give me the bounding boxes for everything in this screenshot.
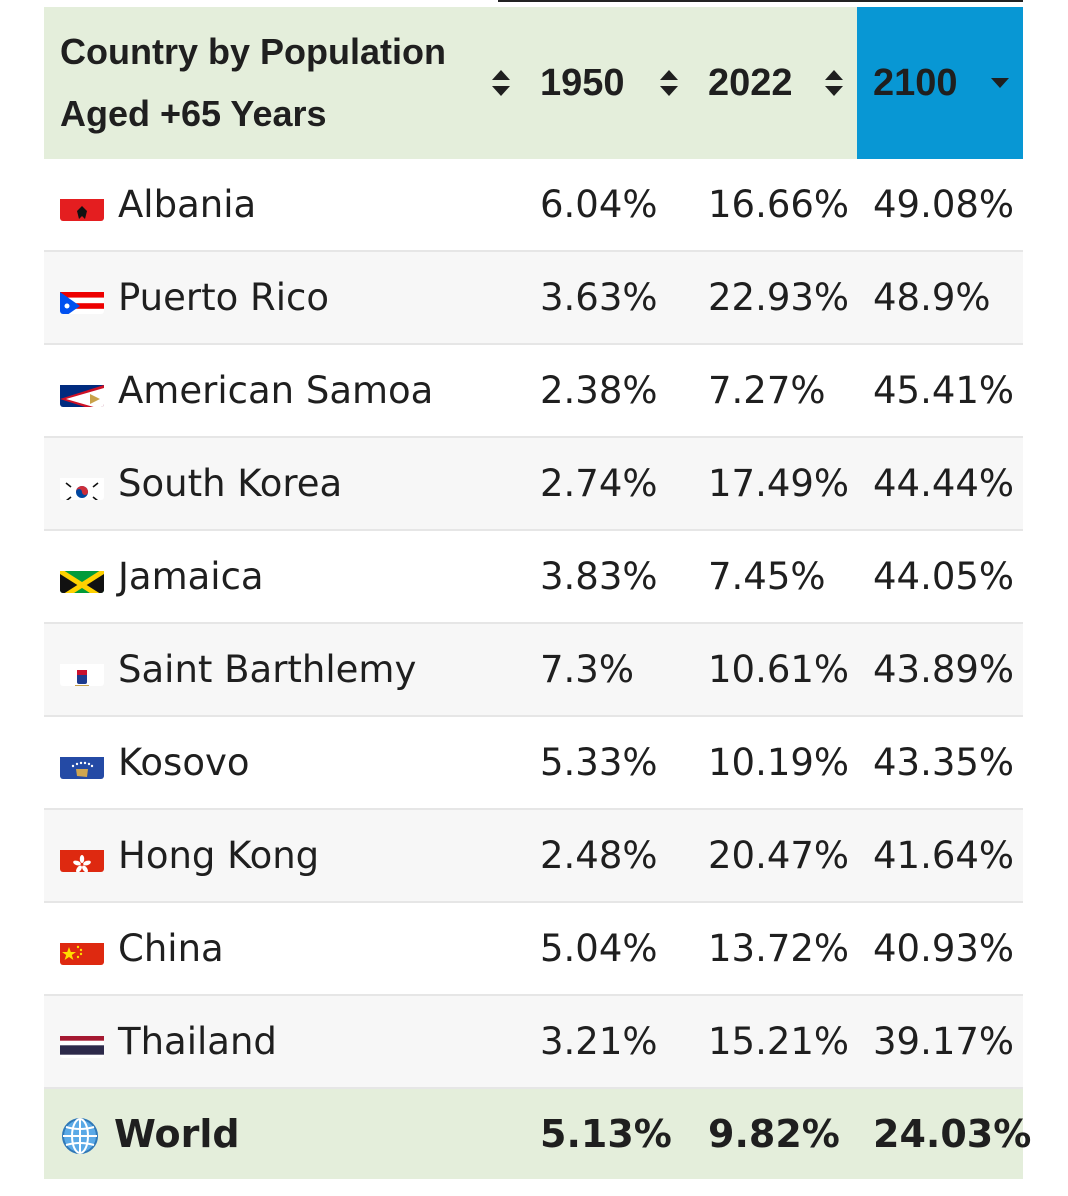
table-row: Kosovo 5.33% 10.19% 43.35% xyxy=(44,716,1023,810)
year-1950-column-header[interactable]: 1950 xyxy=(524,7,692,159)
value-1950: 2.74% xyxy=(524,437,692,531)
table-row: Puerto Rico 3.63% 22.93% 48.9% xyxy=(44,251,1023,345)
value-1950: 5.33% xyxy=(524,716,692,810)
albania-flag-icon xyxy=(60,193,104,221)
value-1950: 7.3% xyxy=(524,623,692,717)
world-total-row: World 5.13% 9.82% 24.03% xyxy=(44,1088,1031,1179)
table-row: Saint Barthlemy 7.3% 10.61% 43.89% xyxy=(44,623,1023,717)
value-2022: 20.47% xyxy=(692,809,857,903)
value-2100: 44.05% xyxy=(857,530,1023,624)
country-header-line1: Country by Population xyxy=(60,31,446,72)
country-name: Hong Kong xyxy=(118,834,320,877)
world-label: World xyxy=(114,1111,240,1156)
value-2100: 43.35% xyxy=(857,716,1023,810)
value-2100: 49.08% xyxy=(857,159,1023,252)
table-row: Hong Kong 2.48% 20.47% 41.64% xyxy=(44,809,1023,903)
hong-kong-flag-icon xyxy=(60,844,104,872)
sort-both-icon[interactable] xyxy=(490,68,512,98)
sort-both-icon[interactable] xyxy=(823,68,845,98)
year-2022-header-label: 2022 xyxy=(708,61,793,104)
population-table: Country by Population Aged +65 Years 195… xyxy=(44,7,1031,1179)
year-2100-column-header[interactable]: 2100 xyxy=(857,7,1023,159)
value-1950: 3.21% xyxy=(524,995,692,1089)
country-name: South Korea xyxy=(118,462,343,505)
value-2100: 39.17% xyxy=(857,995,1023,1089)
country-header-line2: Aged +65 Years xyxy=(60,93,327,134)
value-2022: 7.27% xyxy=(692,344,857,438)
world-2100-value: 24.03% xyxy=(857,1088,1031,1179)
south-korea-flag-icon xyxy=(60,472,104,500)
globe-icon xyxy=(62,1118,98,1155)
jamaica-flag-icon xyxy=(60,565,104,593)
country-name: American Samoa xyxy=(118,369,434,412)
value-1950: 3.63% xyxy=(524,251,692,345)
value-2022: 17.49% xyxy=(692,437,857,531)
year-1950-header-label: 1950 xyxy=(540,61,625,104)
value-1950: 2.48% xyxy=(524,809,692,903)
table-row: Albania 6.04% 16.66% 49.08% xyxy=(44,159,1023,252)
value-2022: 16.66% xyxy=(692,159,857,252)
year-2022-column-header[interactable]: 2022 xyxy=(692,7,857,159)
value-2022: 10.61% xyxy=(692,623,857,717)
top-divider xyxy=(498,0,1023,2)
value-2022: 22.93% xyxy=(692,251,857,345)
china-flag-icon xyxy=(60,937,104,965)
table-row: Thailand 3.21% 15.21% 39.17% xyxy=(44,995,1023,1089)
table-row: China 5.04% 13.72% 40.93% xyxy=(44,902,1023,996)
country-name: Puerto Rico xyxy=(118,276,329,319)
country-name: Thailand xyxy=(118,1020,277,1063)
puerto-rico-flag-icon xyxy=(60,286,104,314)
country-name: Kosovo xyxy=(118,741,250,784)
table-row: South Korea 2.74% 17.49% 44.44% xyxy=(44,437,1023,531)
world-2022-value: 9.82% xyxy=(692,1088,857,1179)
value-2022: 7.45% xyxy=(692,530,857,624)
sort-both-icon[interactable] xyxy=(658,68,680,98)
value-2100: 41.64% xyxy=(857,809,1023,903)
year-2100-header-label: 2100 xyxy=(873,61,958,104)
value-2022: 13.72% xyxy=(692,902,857,996)
value-1950: 6.04% xyxy=(524,159,692,252)
value-2100: 48.9% xyxy=(857,251,1023,345)
country-column-header[interactable]: Country by Population Aged +65 Years xyxy=(44,7,524,159)
value-2022: 10.19% xyxy=(692,716,857,810)
country-name: China xyxy=(118,927,224,970)
value-2022: 15.21% xyxy=(692,995,857,1089)
table-row: American Samoa 2.38% 7.27% 45.41% xyxy=(44,344,1023,438)
sort-descending-icon[interactable] xyxy=(989,76,1011,90)
world-1950-value: 5.13% xyxy=(524,1088,692,1179)
country-name: Jamaica xyxy=(118,555,264,598)
value-2100: 40.93% xyxy=(857,902,1023,996)
country-name: Albania xyxy=(118,183,257,226)
kosovo-flag-icon xyxy=(60,751,104,779)
country-name: Saint Barthlemy xyxy=(118,648,417,691)
table-header-row: Country by Population Aged +65 Years 195… xyxy=(44,7,1023,159)
american-samoa-flag-icon xyxy=(60,379,104,407)
thailand-flag-icon xyxy=(60,1030,104,1058)
table-row: Jamaica 3.83% 7.45% 44.05% xyxy=(44,530,1023,624)
saint-barthelemy-flag-icon xyxy=(60,658,104,686)
value-2100: 45.41% xyxy=(857,344,1023,438)
value-2100: 43.89% xyxy=(857,623,1023,717)
value-1950: 3.83% xyxy=(524,530,692,624)
value-2100: 44.44% xyxy=(857,437,1023,531)
value-1950: 2.38% xyxy=(524,344,692,438)
value-1950: 5.04% xyxy=(524,902,692,996)
